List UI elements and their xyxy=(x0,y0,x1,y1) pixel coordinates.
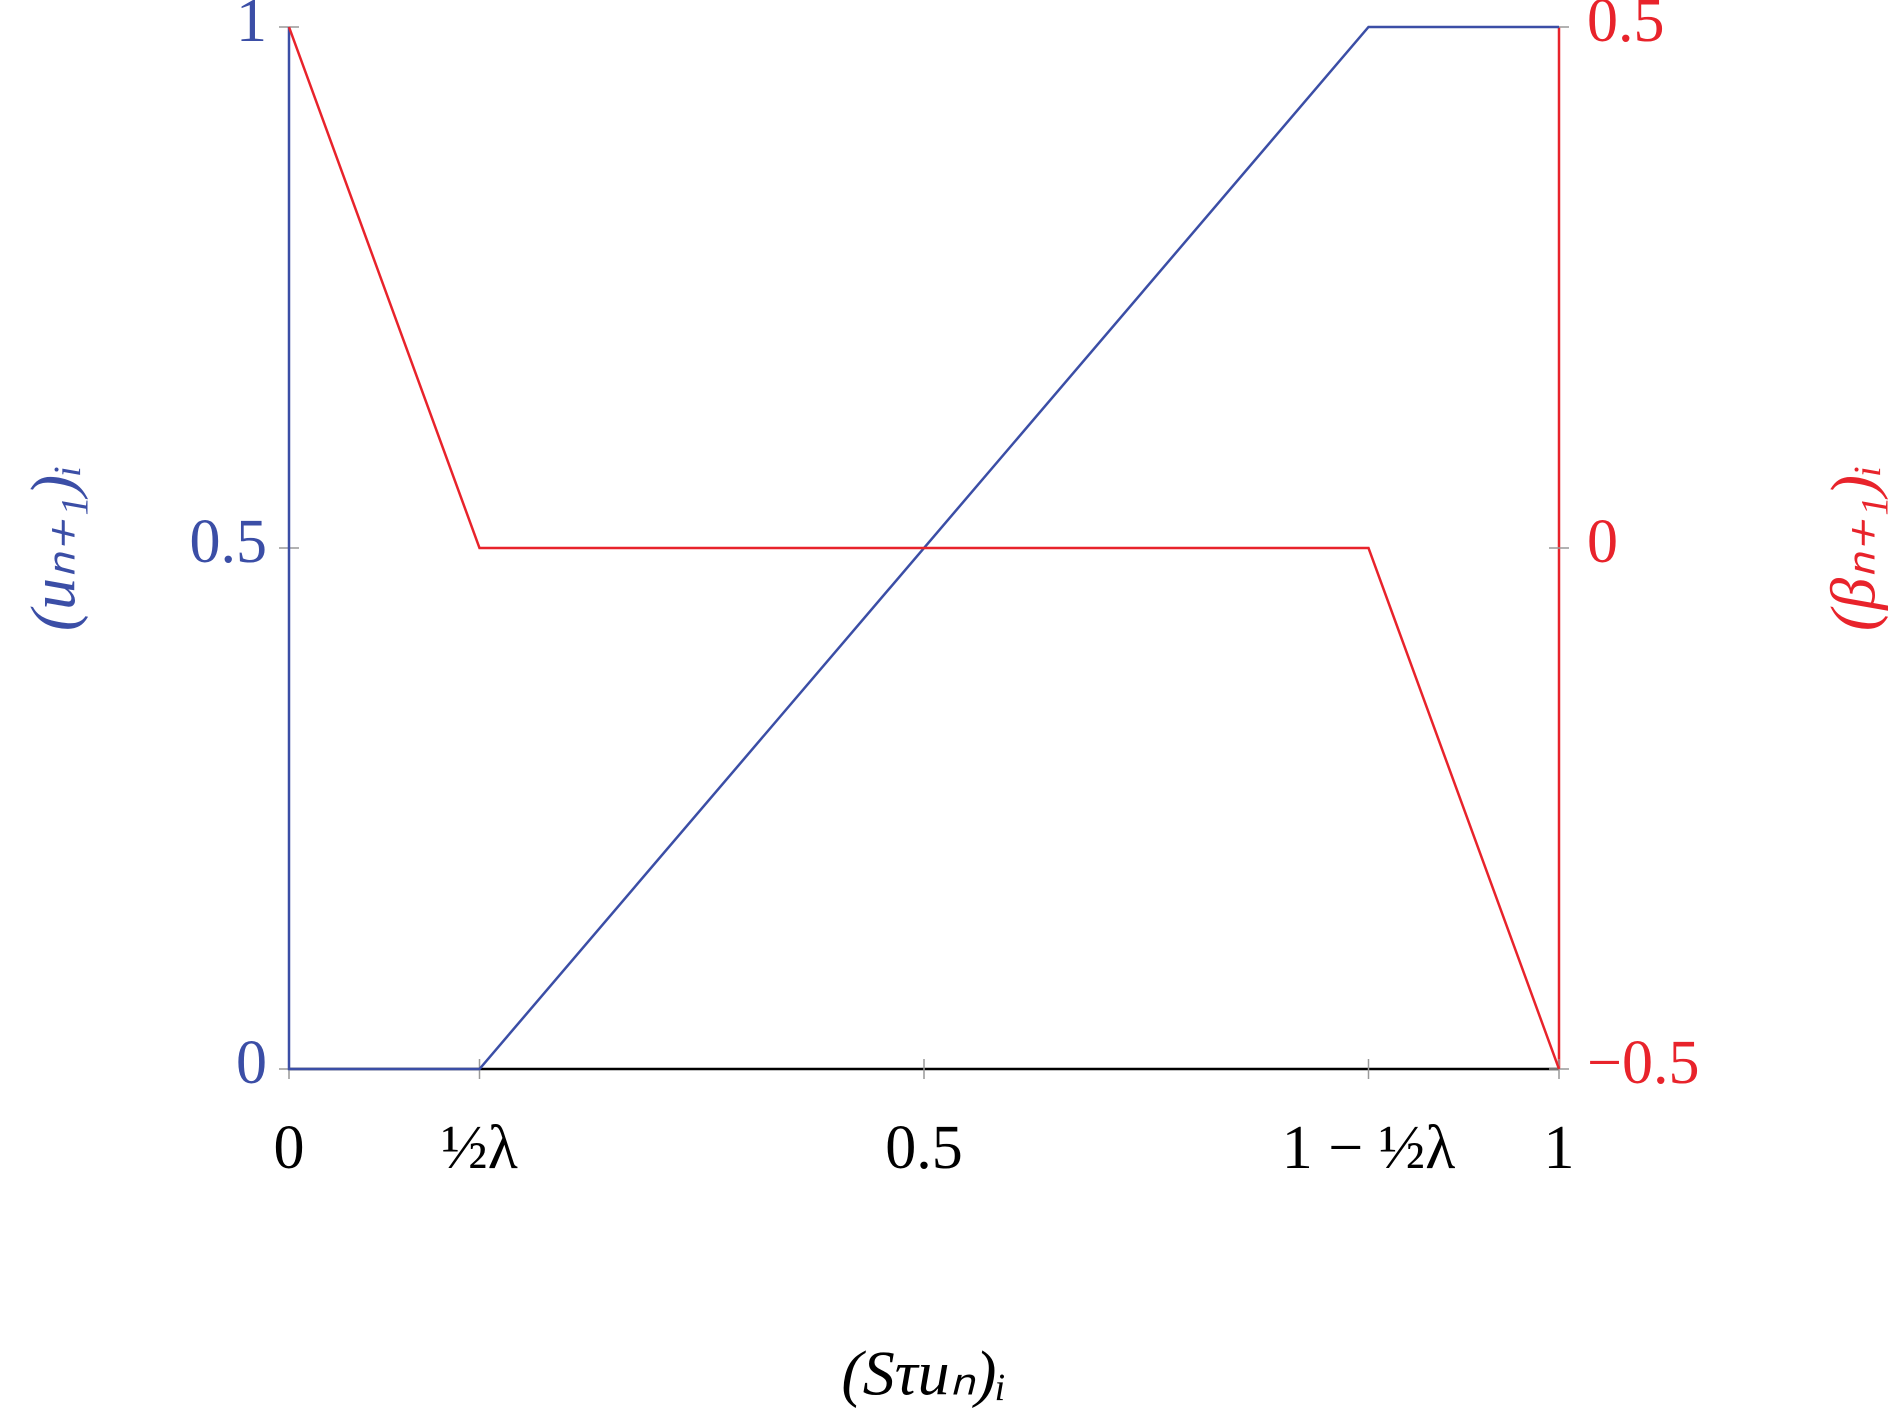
y-tick-label: 1 xyxy=(236,0,267,55)
y2-tick-label: −0.5 xyxy=(1587,1029,1699,1097)
y2-tick-label: 0 xyxy=(1587,508,1618,576)
series-line xyxy=(287,25,1559,1071)
x-tick-label: 1 xyxy=(1544,1114,1575,1182)
x-tick-label: ½λ xyxy=(441,1114,518,1182)
x-tick-label: 1 − ½λ xyxy=(1282,1114,1456,1182)
series-line xyxy=(287,26,1561,1070)
y-tick-label: 0 xyxy=(236,1029,267,1097)
y-axis-title: (uₙ₊₁)ᵢ xyxy=(18,465,89,631)
x-tick-label: 0.5 xyxy=(885,1114,963,1182)
x-tick-label: 0 xyxy=(274,1114,305,1182)
y-tick-label: 0.5 xyxy=(190,508,268,576)
x-axis-title: (Sτuₙ)ᵢ xyxy=(841,1338,1006,1409)
y2-tick-label: 0.5 xyxy=(1587,0,1665,55)
y2-axis-title: (βₙ₊₁)ᵢ xyxy=(1818,465,1888,631)
